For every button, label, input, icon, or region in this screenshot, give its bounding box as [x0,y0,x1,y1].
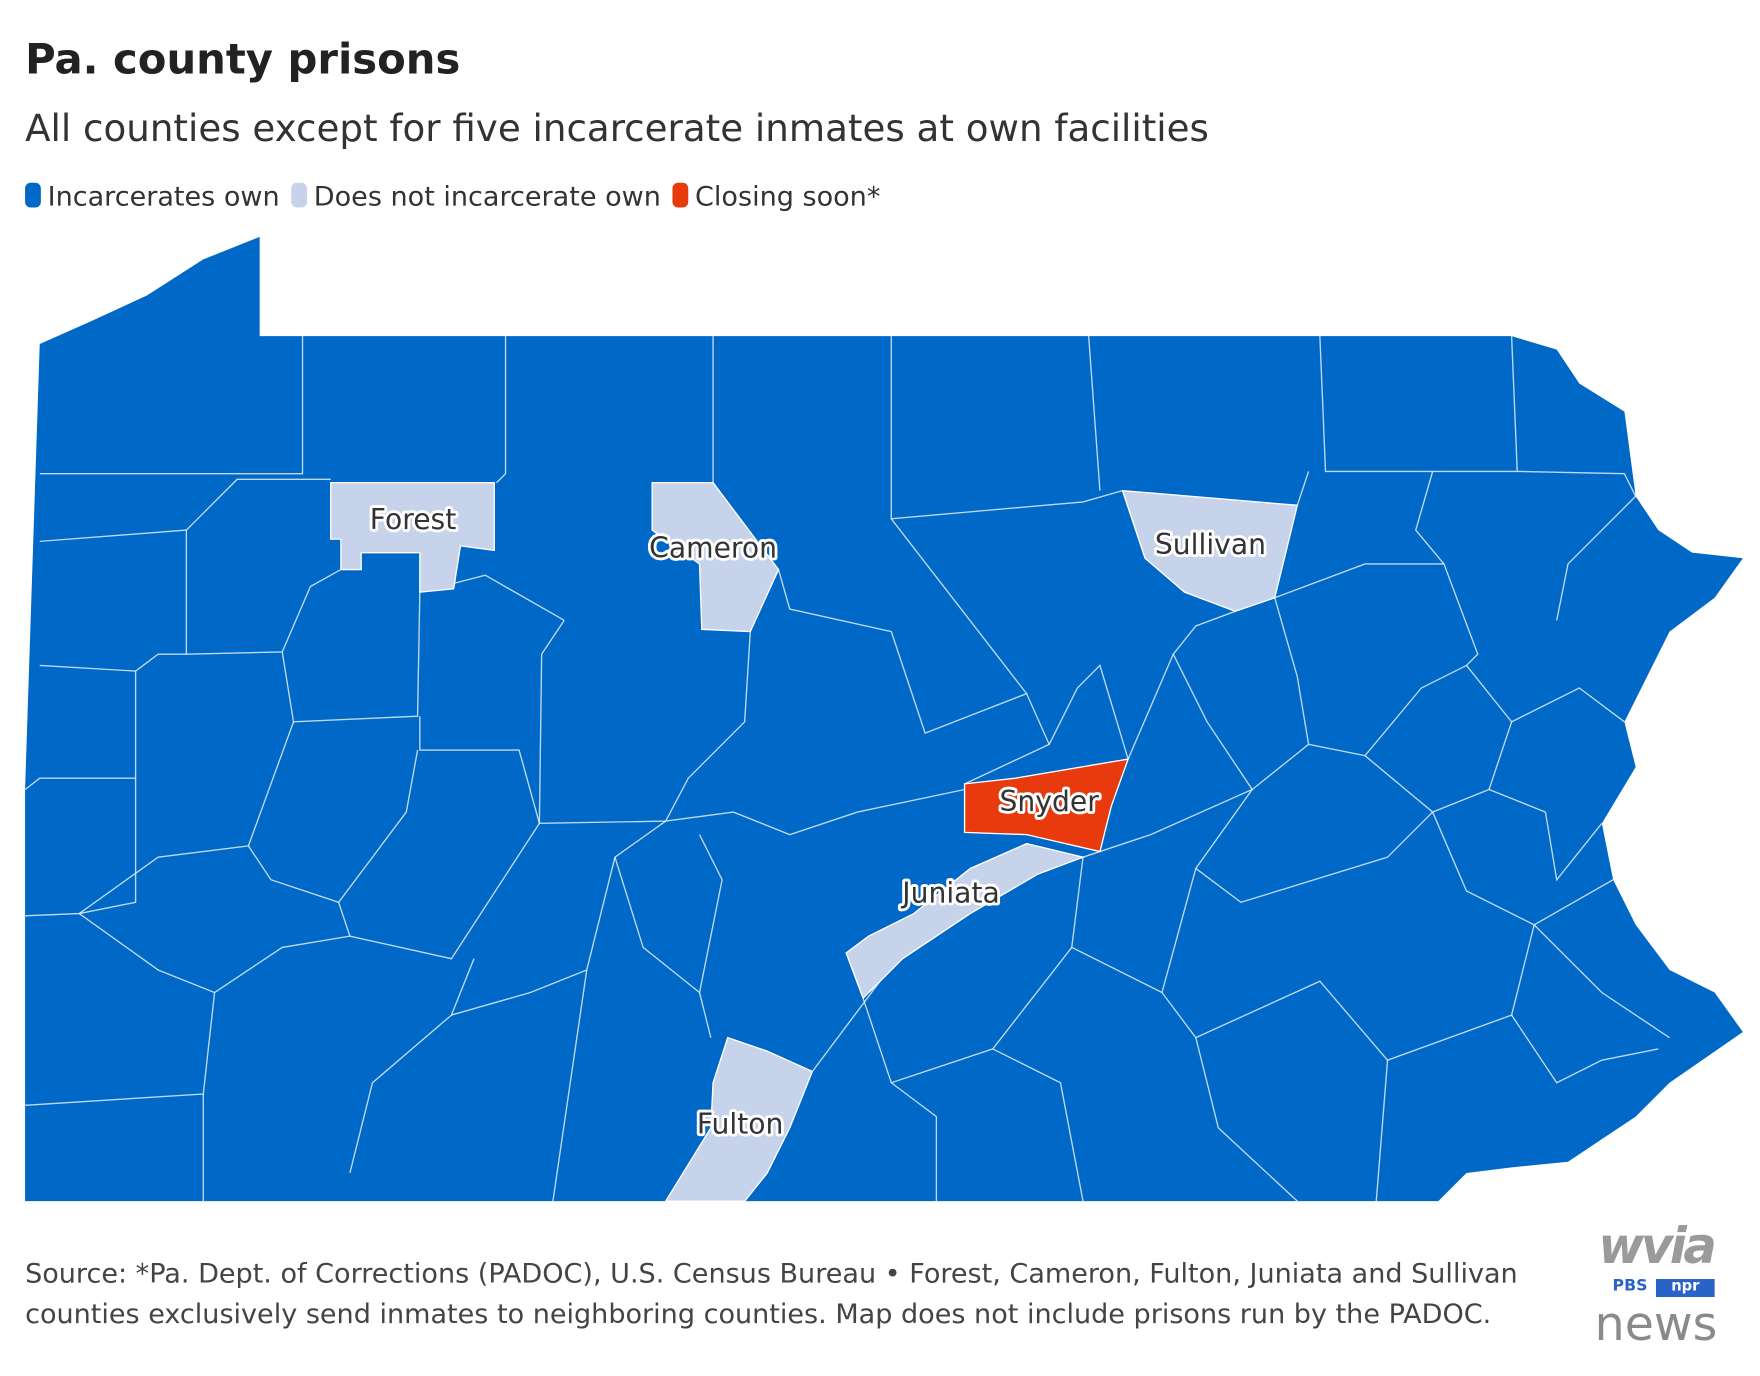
county [845,842,1086,1000]
county-label: Forest [370,503,457,536]
legend-label: Incarcerates own [48,181,280,212]
county-label: Juniata [900,876,999,909]
legend: Incarcerates own Does not incarcerate own… [25,181,880,212]
logo-partner: npr [1671,1277,1700,1294]
county-label: Fulton [697,1108,784,1141]
county-label: Snyder [1000,785,1100,818]
county [651,482,780,633]
county-label: Cameron [649,531,777,564]
county-borders [24,336,1670,1202]
county-label: Sullivan [1155,528,1266,561]
county [330,482,495,593]
legend-label: Does not incarcerate own [314,181,661,212]
legend-swatch [291,182,308,208]
county [963,758,1130,853]
source-line: Source: *Pa. Dept. of Corrections (PADOC… [25,1258,1518,1289]
logo-partner-box [1655,1279,1715,1298]
logo-partner: PBS [1613,1275,1648,1294]
logo-name: wvia [1598,1217,1714,1275]
state-outline [25,236,1743,1202]
highlighted-counties: Forest Cameron Sullivan Snyder Juniata Fulton [330,482,1299,1202]
logo-tagline: news [1595,1297,1718,1352]
source-line: counties exclusively send inmates to nei… [25,1299,1491,1330]
subtitle: All counties except for five incarcerate… [25,106,1209,150]
county [1121,489,1299,613]
legend-swatch [672,182,689,208]
legend-label: Closing soon* [695,181,880,212]
title: Pa. county prisons [25,34,460,83]
legend-swatch [25,182,41,208]
county [664,1036,814,1202]
